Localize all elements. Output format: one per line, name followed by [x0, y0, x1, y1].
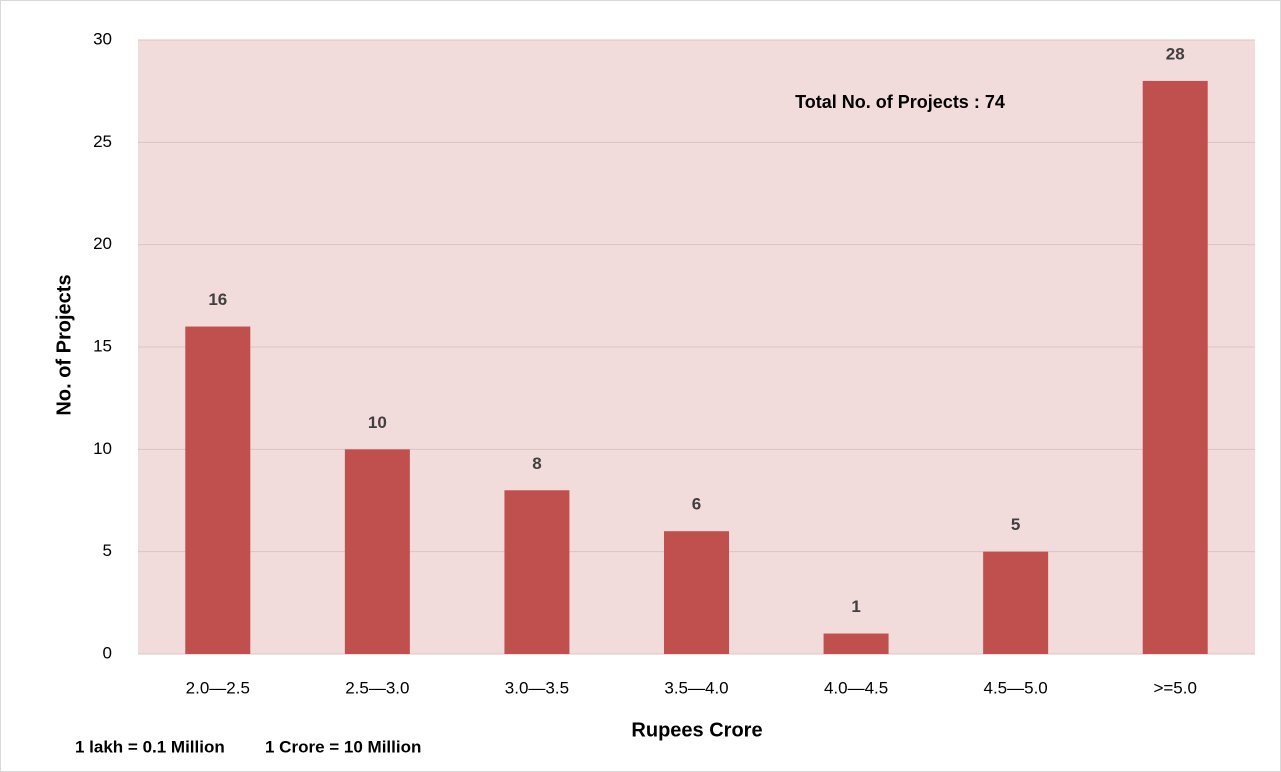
data-label: 28 — [1166, 44, 1185, 63]
x-tick-label: 3.0—3.5 — [505, 678, 569, 697]
x-tick-label: 3.5—4.0 — [664, 678, 728, 697]
y-tick-label: 0 — [103, 643, 112, 662]
bar — [185, 326, 251, 654]
x-tick-label: 2.5—3.0 — [345, 678, 409, 697]
y-tick-label: 10 — [93, 439, 112, 458]
data-label: 5 — [1011, 515, 1020, 534]
y-tick-label: 15 — [93, 336, 112, 355]
data-label: 6 — [692, 495, 701, 514]
x-tick-label: 4.5—5.0 — [984, 678, 1048, 697]
bar — [823, 633, 889, 654]
bar — [664, 531, 729, 654]
bar — [344, 449, 410, 654]
data-label: 1 — [851, 597, 860, 616]
x-tick-label: 2.0—2.5 — [186, 678, 250, 697]
y-tick-label: 20 — [93, 234, 112, 253]
x-tick-label: >=5.0 — [1153, 678, 1197, 697]
annotation: Total No. of Projects : 74 — [795, 92, 1005, 112]
y-tick-label: 25 — [93, 132, 112, 151]
bar — [983, 551, 1049, 654]
footnote: 1 lakh = 0.1 Million — [75, 737, 225, 756]
x-axis-label: Rupees Crore — [631, 719, 762, 741]
data-label: 8 — [532, 454, 541, 473]
bar — [504, 490, 570, 654]
y-tick-label: 30 — [93, 29, 112, 48]
data-label: 10 — [368, 413, 387, 432]
data-label: 16 — [208, 290, 227, 309]
bar — [1142, 80, 1208, 654]
y-tick-label: 5 — [103, 541, 112, 560]
x-tick-label: 4.0—4.5 — [824, 678, 888, 697]
footnote: 1 Crore = 10 Million — [265, 737, 421, 756]
y-axis-label: No. of Projects — [53, 274, 75, 415]
